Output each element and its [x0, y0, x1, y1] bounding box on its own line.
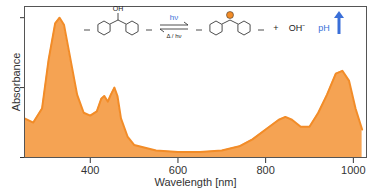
svg-text:pH: pH	[318, 23, 330, 33]
svg-text:800: 800	[256, 164, 274, 176]
svg-text:+: +	[273, 23, 278, 33]
svg-text:Wavelength [nm]: Wavelength [nm]	[154, 176, 236, 188]
svg-text:OH: OH	[113, 5, 124, 12]
svg-text:hν: hν	[170, 13, 178, 22]
svg-text:400: 400	[81, 164, 99, 176]
svg-text:Absorbance: Absorbance	[10, 53, 22, 112]
svg-text:OH⁻: OH⁻	[289, 23, 306, 33]
svg-text:Δ / hν: Δ / hν	[166, 33, 181, 39]
svg-text:1000: 1000	[341, 164, 365, 176]
svg-text:600: 600	[169, 164, 187, 176]
